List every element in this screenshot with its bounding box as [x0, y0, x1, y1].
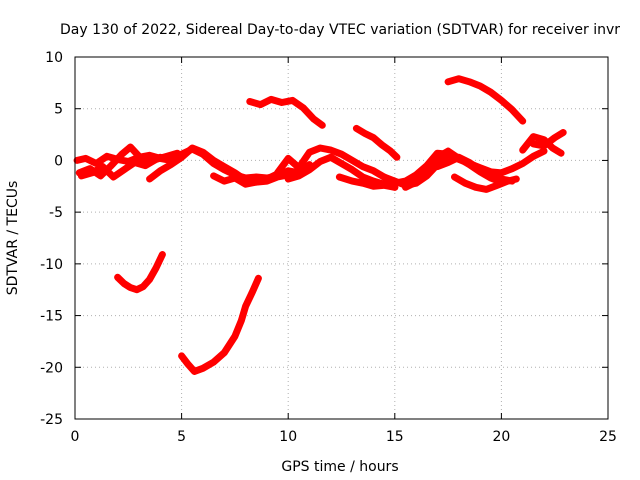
- x-tick-label: 0: [71, 429, 80, 445]
- x-tick-label: 5: [177, 429, 186, 445]
- y-tick-label: 0: [54, 153, 63, 169]
- axis-ticks: 0 5 10 15 20 25 10 5 0 -5 -10 -15 -20 -25: [40, 50, 617, 445]
- series-track-15: [451, 173, 520, 193]
- x-tick-label: 15: [386, 429, 404, 445]
- gridlines: [75, 57, 608, 419]
- y-tick-label: -20: [40, 360, 63, 376]
- y-tick-label: -15: [40, 309, 63, 325]
- y-tick-label: -5: [49, 205, 63, 221]
- series-track-14: [444, 75, 527, 125]
- plot-frame: [74, 56, 609, 420]
- series-track-13: [433, 153, 516, 185]
- y-axis-label: SDTVAR / TECUs: [5, 181, 21, 296]
- x-tick-label: 20: [492, 429, 510, 445]
- y-tick-label: -10: [40, 257, 63, 273]
- series-track-9: [335, 173, 399, 191]
- series-track-3: [77, 149, 181, 181]
- x-tick-label: 25: [599, 429, 617, 445]
- series-track-10: [352, 124, 401, 161]
- y-tick-label: 10: [45, 50, 63, 66]
- y-tick-label: -25: [40, 412, 63, 428]
- series-track-6: [246, 95, 326, 129]
- y-tick-label: 5: [54, 102, 63, 118]
- series-track-18: [114, 251, 166, 294]
- x-axis-label: GPS time / hours: [281, 459, 398, 475]
- series-track-7: [274, 144, 452, 187]
- series-track-17: [529, 129, 567, 150]
- series-track-19: [178, 274, 262, 375]
- chart-title: Day 130 of 2022, Sidereal Day-to-day VTE…: [60, 22, 620, 38]
- x-tick-label: 10: [279, 429, 297, 445]
- series-track-8: [284, 153, 399, 191]
- data-series: [73, 75, 567, 375]
- series-track-16: [519, 133, 565, 157]
